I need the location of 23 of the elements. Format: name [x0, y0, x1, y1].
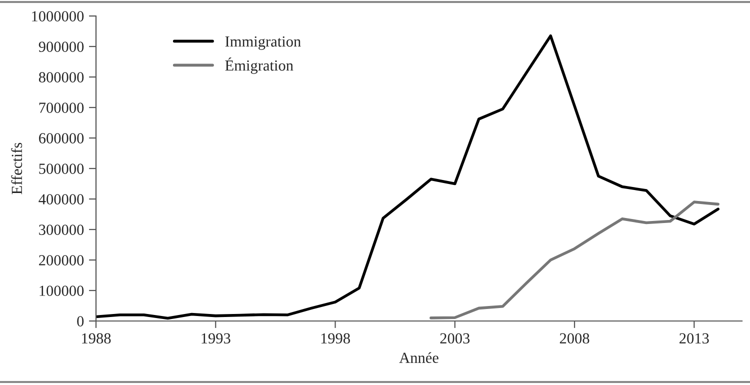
legend-label: Immigration: [225, 36, 301, 50]
x-tick-label: 2003: [440, 333, 470, 344]
x-tick-label: 2008: [560, 333, 590, 344]
x-tick-label: 1988: [82, 333, 111, 344]
legend-label: Émigration: [225, 57, 294, 74]
x-axis-title: Année: [399, 352, 438, 363]
y-tick-label: 800000: [38, 72, 84, 82]
y-axis-title: Effectifs: [11, 142, 22, 194]
y-tick-label: 300000: [39, 224, 84, 235]
y-tick-label: 700000: [39, 102, 84, 113]
line-series: [430, 200, 720, 320]
y-tick-label: 400000: [38, 194, 84, 204]
x-tick-label: 2013: [680, 333, 709, 344]
x-tick-label: 1998: [321, 333, 350, 344]
x-tick-label: 1993: [202, 333, 230, 344]
y-tick-label: 100000: [40, 286, 84, 296]
y-tick-label: 0: [77, 316, 84, 326]
y-tick-label: 500000: [39, 164, 84, 174]
y-tick-label: 1000000: [32, 11, 84, 22]
y-tick-label: 900000: [38, 42, 84, 52]
y-tick-label: 600000: [39, 133, 84, 144]
y-tick-label: 200000: [39, 255, 84, 266]
line-series: [96, 34, 720, 320]
